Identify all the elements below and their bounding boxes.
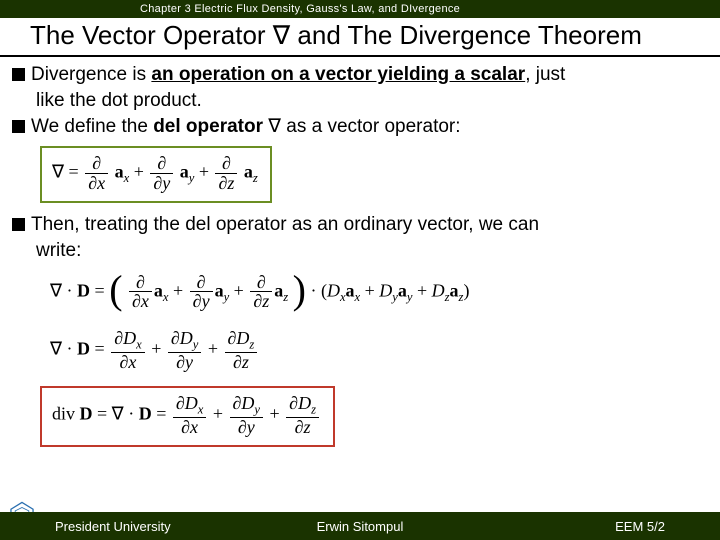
- b3-text: Then, treating the del operator as an or…: [31, 213, 539, 237]
- bullet-2-text: We define the del operator ∇ as a vector…: [31, 115, 461, 139]
- chapter-bar: Chapter 3 Electric Flux Density, Gauss's…: [0, 0, 720, 18]
- bullet-1: Divergence is an operation on a vector y…: [12, 63, 710, 87]
- title-bar: The Vector Operator ∇ and The Divergence…: [0, 18, 720, 57]
- footer-bar: President University Erwin Sitompul EEM …: [0, 512, 720, 540]
- b1-pre: Divergence is: [31, 64, 151, 85]
- f1-lhs: ∇ =: [52, 162, 79, 182]
- b3-line2: write:: [36, 239, 81, 263]
- formula-box-divD: div D = ∇ · D = ∂Dx∂x + ∂Dy∂y + ∂Dz∂z: [40, 386, 335, 447]
- bullet-3: Then, treating the del operator as an or…: [12, 213, 710, 237]
- footer-left: President University: [0, 519, 258, 534]
- b1-bold: an operation on a vector yielding a scal…: [151, 64, 525, 85]
- page-title: The Vector Operator ∇ and The Divergence…: [30, 20, 642, 50]
- b1-post: , just: [525, 64, 565, 85]
- square-bullet-icon: [12, 120, 25, 133]
- f1-t2n: ∂: [150, 154, 173, 174]
- f1-t2d: ∂y: [153, 173, 170, 193]
- b2-pre: We define the: [31, 116, 153, 137]
- footer-right: EEM 5/2: [462, 519, 720, 534]
- formula-box-del: ∇ = ∂∂x ax + ∂∂y ay + ∂∂z az: [40, 146, 272, 203]
- formula-4-row: div D = ∇ · D = ∂Dx∂x + ∂Dy∂y + ∂Dz∂z: [40, 386, 710, 447]
- bullet-1-cont: like the dot product.: [12, 89, 710, 113]
- formula-1-row: ∇ = ∂∂x ax + ∂∂y ay + ∂∂z az: [40, 146, 710, 203]
- content-area: Divergence is an operation on a vector y…: [0, 57, 720, 447]
- b2-post: ∇ as a vector operator:: [263, 116, 461, 137]
- f1-t3d: ∂z: [218, 173, 234, 193]
- formula-2-row: ∇ · D = ( ∂∂xax + ∂∂yay + ∂∂zaz ) · (Dxa…: [40, 267, 710, 320]
- formula-expansion: ∇ · D = ( ∂∂xax + ∂∂yay + ∂∂zaz ) · (Dxa…: [40, 267, 481, 320]
- bullet-2: We define the del operator ∇ as a vector…: [12, 115, 710, 139]
- bullet-3-cont: write:: [12, 239, 710, 263]
- footer-center: Erwin Sitompul: [258, 519, 461, 534]
- formula-div-d: ∇ · D = ∂Dx∂x + ∂Dy∂y + ∂Dz∂z: [40, 323, 271, 380]
- formula-3-row: ∇ · D = ∂Dx∂x + ∂Dy∂y + ∂Dz∂z: [40, 323, 710, 380]
- b2-bold: del operator: [153, 116, 263, 137]
- square-bullet-icon: [12, 218, 25, 231]
- square-bullet-icon: [12, 68, 25, 81]
- f1-t3n: ∂: [215, 154, 237, 174]
- f1-t1d: ∂x: [88, 173, 105, 193]
- b1-line2: like the dot product.: [36, 89, 202, 113]
- chapter-text: Chapter 3 Electric Flux Density, Gauss's…: [140, 3, 460, 15]
- bullet-1-text: Divergence is an operation on a vector y…: [31, 63, 565, 87]
- f1-t1n: ∂: [85, 154, 108, 174]
